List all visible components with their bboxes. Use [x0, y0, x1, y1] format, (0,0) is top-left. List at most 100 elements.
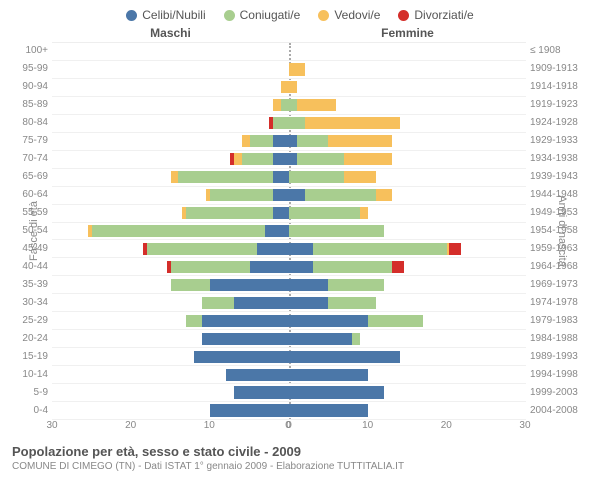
bar: [281, 81, 289, 93]
bar-half-female: [289, 348, 526, 365]
age-tick: 5-9: [12, 384, 52, 402]
segment-w: [273, 99, 281, 111]
bar: [202, 333, 289, 345]
segment-m: [250, 135, 274, 147]
pyramid-row: [52, 240, 526, 258]
bar: [289, 243, 461, 255]
bar-half-male: [52, 223, 289, 240]
bar: [289, 99, 336, 111]
segment-c: [202, 315, 289, 327]
age-tick: 10-14: [12, 366, 52, 384]
segment-w: [289, 81, 297, 93]
pyramid-row: [52, 187, 526, 205]
segment-c: [289, 333, 352, 345]
bar-half-male: [52, 187, 289, 204]
bar-half-male: [52, 276, 289, 293]
y-label-left: Fasce di età: [28, 201, 40, 261]
bar-half-male: [52, 312, 289, 329]
bar-half-male: [52, 97, 289, 114]
segment-w: [344, 153, 391, 165]
bar-half-male: [52, 258, 289, 275]
age-tick: 100+: [12, 42, 52, 60]
segment-m: [297, 153, 344, 165]
segment-w: [360, 207, 368, 219]
bar: [289, 63, 305, 75]
bar: [226, 369, 289, 381]
bar-half-male: [52, 61, 289, 78]
bar-half-female: [289, 366, 526, 383]
birth-year-tick: 1999-2003: [526, 384, 588, 402]
segment-m: [186, 207, 273, 219]
chart-area: Fasce di età Anni di nascita 100+95-9990…: [12, 42, 588, 420]
pyramid-row: [52, 366, 526, 384]
birth-year-tick: 1934-1938: [526, 150, 588, 168]
legend-label: Coniugati/e: [240, 8, 301, 22]
segment-c: [210, 404, 289, 416]
bar-half-male: [52, 115, 289, 132]
bar: [289, 297, 376, 309]
legend-item: Divorziati/e: [398, 8, 473, 22]
segment-w: [328, 135, 391, 147]
bar: [289, 117, 400, 129]
bar-half-female: [289, 79, 526, 96]
pyramid-row: [52, 97, 526, 115]
legend-item: Vedovi/e: [318, 8, 380, 22]
bar: [234, 386, 289, 398]
segment-w: [344, 171, 376, 183]
segment-m: [289, 117, 305, 129]
bar-half-female: [289, 402, 526, 419]
segment-m: [328, 279, 383, 291]
segment-c: [273, 207, 289, 219]
segment-m: [289, 99, 297, 111]
segment-c: [202, 333, 289, 345]
pyramid-row: [52, 133, 526, 151]
bar-half-female: [289, 240, 526, 257]
segment-m: [352, 333, 360, 345]
bar: [143, 243, 289, 255]
birth-year-tick: 1989-1993: [526, 348, 588, 366]
bar-half-female: [289, 187, 526, 204]
segment-c: [289, 351, 400, 363]
bar-half-male: [52, 151, 289, 168]
pyramid-row: [52, 402, 526, 420]
bar: [242, 135, 289, 147]
bar: [289, 333, 360, 345]
segment-c: [289, 297, 328, 309]
segment-w: [305, 117, 400, 129]
segment-c: [289, 386, 384, 398]
birth-year-tick: ≤ 1908: [526, 42, 588, 60]
segment-c: [289, 404, 368, 416]
segment-m: [210, 189, 273, 201]
legend-label: Divorziati/e: [414, 8, 473, 22]
pyramid-row: [52, 61, 526, 79]
birth-year-tick: 1974-1978: [526, 294, 588, 312]
segment-c: [234, 386, 289, 398]
segment-m: [328, 297, 375, 309]
bar-half-male: [52, 79, 289, 96]
segment-m: [305, 189, 376, 201]
bar: [289, 153, 392, 165]
bar-half-male: [52, 133, 289, 150]
segment-m: [242, 153, 274, 165]
bar: [273, 99, 289, 111]
legend: Celibi/NubiliConiugati/eVedovi/eDivorzia…: [12, 8, 588, 22]
bar-half-female: [289, 133, 526, 150]
bar-half-female: [289, 43, 526, 60]
bar: [269, 117, 289, 129]
bar: [289, 261, 404, 273]
legend-item: Coniugati/e: [224, 8, 301, 22]
bar: [289, 135, 392, 147]
bar: [186, 315, 289, 327]
bar-half-female: [289, 312, 526, 329]
segment-c: [289, 243, 313, 255]
bar: [210, 404, 289, 416]
segment-m: [92, 225, 266, 237]
bar: [206, 189, 289, 201]
bar: [289, 171, 376, 183]
bar-half-female: [289, 115, 526, 132]
segment-w: [289, 63, 305, 75]
segment-m: [273, 117, 289, 129]
segment-c: [234, 297, 289, 309]
bar: [182, 207, 289, 219]
birth-year-tick: 1979-1983: [526, 312, 588, 330]
